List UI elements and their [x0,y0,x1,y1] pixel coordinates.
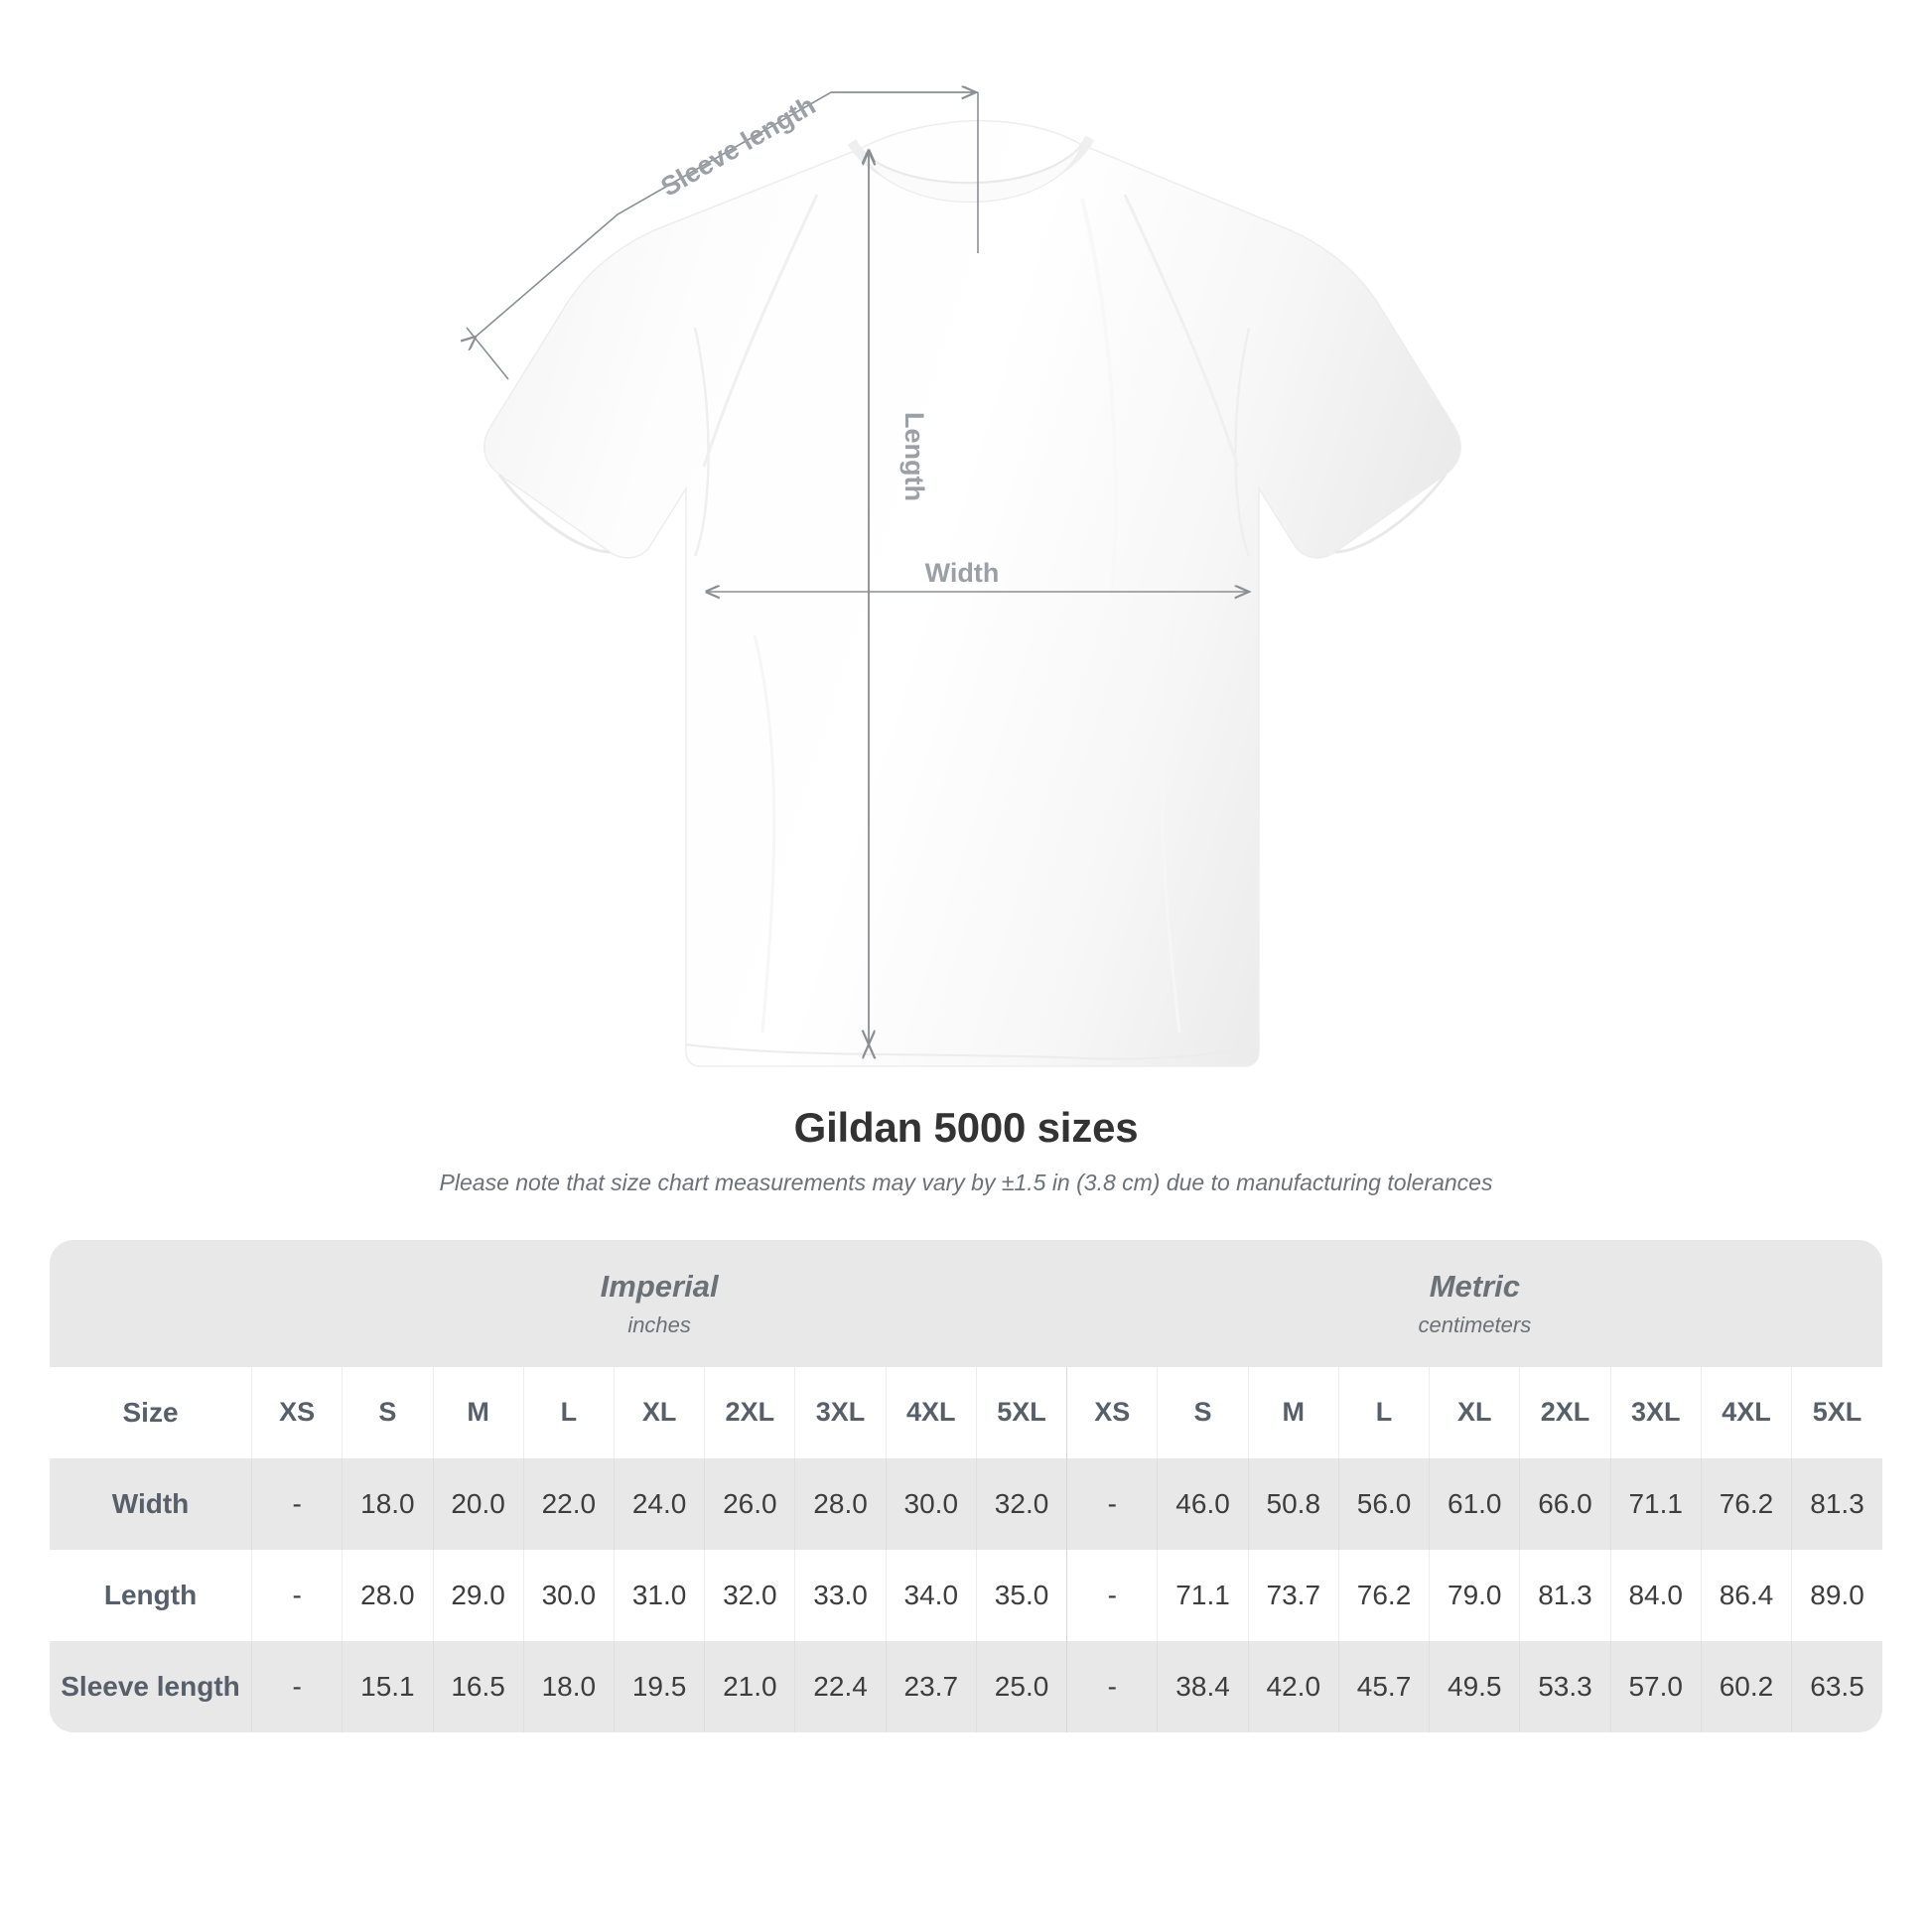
cell-length-imperial-s: 28.0 [342,1549,434,1641]
unit-group-imperial-name: Imperial [600,1268,719,1304]
header-metric-xs: XS [1066,1366,1159,1458]
cell-sleeve-imperial-5xl: 25.0 [976,1640,1068,1732]
table-row: Sleeve length - 15.1 16.5 18.0 19.5 21.0… [50,1640,1882,1732]
cell-width-imperial-s: 18.0 [342,1457,434,1550]
cell-length-imperial-3xl: 33.0 [794,1549,887,1641]
cell-sleeve-metric-4xl: 60.2 [1701,1640,1793,1732]
cell-width-metric-xl: 61.0 [1429,1457,1521,1550]
size-chart-table: Imperial inches Metric centimeters Size … [50,1239,1882,1732]
dimension-lines [467,92,1249,1044]
header-metric-l: L [1338,1366,1431,1458]
tshirt-diagram: Sleeve length Length Width [0,0,1461,1067]
cell-width-metric-5xl: 81.3 [1791,1457,1882,1550]
header-metric-5xl: 5XL [1791,1366,1882,1458]
cell-width-imperial-l: 22.0 [523,1457,615,1550]
cell-sleeve-metric-5xl: 63.5 [1791,1640,1882,1732]
cell-width-metric-2xl: 66.0 [1519,1457,1611,1550]
unit-group-metric: Metric centimeters [1066,1239,1882,1367]
tshirt-shape [483,119,1461,1067]
cell-width-imperial-5xl: 32.0 [976,1457,1068,1550]
header-imperial-3xl: 3XL [794,1366,887,1458]
header-metric-m: M [1248,1366,1339,1458]
cell-length-imperial-5xl: 35.0 [976,1549,1068,1641]
header-imperial-4xl: 4XL [886,1366,977,1458]
header-imperial-5xl: 5XL [976,1366,1068,1458]
cell-width-imperial-3xl: 28.0 [794,1457,887,1550]
cell-width-imperial-4xl: 30.0 [886,1457,977,1550]
cell-sleeve-imperial-3xl: 22.4 [794,1640,887,1732]
cell-length-metric-xs: - [1066,1549,1159,1641]
size-chart-table-wrap: Imperial inches Metric centimeters Size … [50,1239,1882,1732]
tshirt-illustration: Sleeve length Length Width [0,0,1461,1067]
unit-banner-row: Imperial inches Metric centimeters [50,1239,1882,1367]
header-imperial-m: M [433,1366,524,1458]
header-imperial-s: S [342,1366,434,1458]
cell-length-metric-xl: 79.0 [1429,1549,1521,1641]
cell-sleeve-imperial-m: 16.5 [433,1640,524,1732]
cell-length-imperial-xl: 31.0 [614,1549,706,1641]
table-row: Length - 28.0 29.0 30.0 31.0 32.0 33.0 3… [50,1549,1882,1641]
size-header-row: Size XS S M L XL 2XL 3XL 4XL 5XL XS S M … [50,1366,1882,1458]
row-label-width: Width [50,1457,253,1550]
cell-sleeve-imperial-4xl: 23.7 [886,1640,977,1732]
cell-width-metric-3xl: 71.1 [1610,1457,1702,1550]
cell-width-metric-s: 46.0 [1157,1457,1249,1550]
header-metric-2xl: 2XL [1519,1366,1611,1458]
header-imperial-l: L [523,1366,615,1458]
cell-width-metric-4xl: 76.2 [1701,1457,1793,1550]
unit-group-imperial: Imperial inches [251,1239,1067,1367]
cell-length-metric-s: 71.1 [1157,1549,1249,1641]
tolerance-note: Please note that size chart measurements… [439,1170,1493,1196]
cell-length-metric-l: 76.2 [1338,1549,1431,1641]
cell-sleeve-metric-xs: - [1066,1640,1159,1732]
cell-length-metric-4xl: 86.4 [1701,1549,1793,1641]
cell-sleeve-imperial-xl: 19.5 [614,1640,706,1732]
cell-width-imperial-m: 20.0 [433,1457,524,1550]
page-title: Gildan 5000 sizes [793,1104,1139,1151]
cell-sleeve-metric-s: 38.4 [1157,1640,1249,1732]
unit-spacer-cell [50,1239,252,1367]
cell-sleeve-metric-3xl: 57.0 [1610,1640,1702,1732]
cell-length-imperial-l: 30.0 [523,1549,615,1641]
cell-width-imperial-2xl: 26.0 [704,1457,796,1550]
cell-sleeve-imperial-l: 18.0 [523,1640,615,1732]
width-label: Width [925,558,1000,588]
cell-length-imperial-4xl: 34.0 [886,1549,977,1641]
header-metric-s: S [1157,1366,1249,1458]
cell-width-metric-xs: - [1066,1457,1159,1550]
cell-length-imperial-xs: - [251,1549,344,1641]
cell-sleeve-imperial-xs: - [251,1640,344,1732]
cell-width-imperial-xl: 24.0 [614,1457,706,1550]
row-label-length: Length [50,1549,253,1641]
cell-sleeve-imperial-2xl: 21.0 [704,1640,796,1732]
row-label-sleeve-length: Sleeve length [50,1640,253,1732]
cell-length-metric-2xl: 81.3 [1519,1549,1611,1641]
cell-sleeve-metric-l: 45.7 [1338,1640,1431,1732]
cell-length-imperial-2xl: 32.0 [704,1549,796,1641]
cell-length-imperial-m: 29.0 [433,1549,524,1641]
cell-sleeve-imperial-s: 15.1 [342,1640,434,1732]
cell-width-metric-m: 50.8 [1248,1457,1339,1550]
cell-sleeve-metric-2xl: 53.3 [1519,1640,1611,1732]
header-metric-4xl: 4XL [1701,1366,1793,1458]
cell-length-metric-3xl: 84.0 [1610,1549,1702,1641]
cell-sleeve-metric-xl: 49.5 [1429,1640,1521,1732]
header-imperial-2xl: 2XL [704,1366,796,1458]
header-metric-xl: XL [1429,1366,1521,1458]
cell-width-imperial-xs: - [251,1457,344,1550]
cell-width-metric-l: 56.0 [1338,1457,1431,1550]
title-block: Gildan 5000 sizes Please note that size … [0,1104,1932,1197]
unit-group-metric-name: Metric [1429,1268,1520,1304]
table-row: Width - 18.0 20.0 22.0 24.0 26.0 28.0 30… [50,1457,1882,1550]
header-imperial-xl: XL [614,1366,706,1458]
cell-length-metric-m: 73.7 [1248,1549,1339,1641]
unit-group-metric-sub: centimeters [1418,1311,1532,1337]
length-label: Length [899,412,929,501]
header-metric-3xl: 3XL [1610,1366,1702,1458]
cell-length-metric-5xl: 89.0 [1791,1549,1882,1641]
cell-sleeve-metric-m: 42.0 [1248,1640,1339,1732]
header-imperial-xs: XS [251,1366,344,1458]
header-size-label: Size [50,1366,253,1458]
unit-group-imperial-sub: inches [627,1311,691,1337]
